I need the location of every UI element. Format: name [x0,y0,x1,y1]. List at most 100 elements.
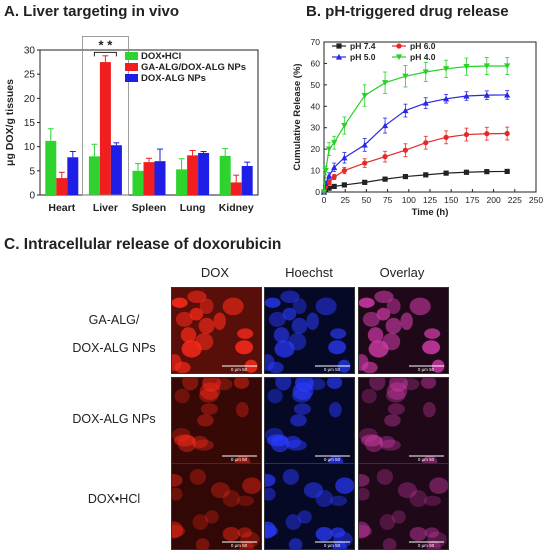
cell-nucleus [195,538,210,549]
cell-nucleus [242,477,261,494]
series-ph-50 [320,90,511,195]
bar-spleen-2 [154,161,166,195]
x-tick-label: Lung [180,202,206,214]
data-point [320,189,328,196]
cell-nucleus [386,298,401,314]
cell-nucleus [239,540,254,549]
data-point [443,170,449,176]
scale-bar-label: 0 μm 50 [324,457,341,462]
data-point [361,92,368,99]
cell-nucleus [282,468,300,485]
column-header-hoechst: Hoechst [285,265,333,280]
row-label-ga-alg-dox-alg-nps: GA-ALG/ DOX-ALG NPs [58,311,170,357]
cell-nucleus [236,495,255,506]
data-point [341,122,348,129]
data-point [322,167,329,174]
x-axis-label: Time (h) [412,207,449,218]
data-point [331,174,337,180]
y-axis-label: μg DOX/g tissues [4,79,16,166]
legend-label-3: pH 4.0 [410,52,436,62]
series-ph-40 [320,57,511,196]
cell-nucleus [362,311,380,327]
cell-nucleus [237,328,254,339]
x-tick-label: 0 [322,195,327,205]
cell-nucleus [367,327,384,343]
y-tick-label: 15 [24,118,36,129]
cell-nucleus [235,340,254,355]
panel-a-title: A. Liver targeting in vivo [4,3,180,20]
cell-nucleus [382,538,397,549]
cell-nucleus [290,414,307,427]
cell-nucleus [315,297,337,316]
cell-nucleus [409,526,427,542]
cell-nucleus [384,414,401,427]
cell-nucleus [175,311,193,327]
cell-background [359,464,448,549]
cell-nucleus [193,439,214,451]
bar-spleen-0 [132,170,144,195]
cell-nucleus [389,378,408,392]
scale-bar-label: 0 μm 50 [231,367,248,372]
cell-nucleus [400,312,413,331]
data-point [463,92,470,99]
cell-nucleus [268,311,286,327]
y-tick-label: 50 [311,80,321,90]
y-tick-label: 60 [311,58,321,68]
data-point [463,169,470,175]
data-point [395,54,403,61]
y-tick-label: 0 [29,191,35,202]
data-point [381,122,389,129]
data-point [422,99,429,106]
cell-nucleus [172,524,186,538]
cell-nucleus [315,489,334,508]
cell-nucleus [282,307,297,321]
data-point [362,179,368,185]
cell-nucleus [213,312,226,331]
cell-nucleus [335,477,354,494]
cell-nucleus [376,307,391,321]
legend-swatch-2 [125,74,138,82]
bar-kidney-2 [241,166,253,195]
data-point [422,69,429,76]
legend-label-1: GA-ALG/DOX-ALG NPs [141,62,246,73]
legend-label-2: pH 5.0 [350,52,376,62]
series-line [323,94,508,193]
x-tick-label: Heart [48,202,75,214]
cell-nucleus [359,474,370,487]
cell-nucleus [293,403,311,415]
cell-nucleus [297,510,312,524]
cell-nucleus [265,524,279,538]
bar-lung-2 [198,152,210,195]
scale-bar-label: 0 μm 50 [418,367,435,372]
cell-background [359,378,448,463]
bar-liver-2 [110,145,122,195]
significance-stars: * * [99,37,114,52]
cell-nucleus [360,434,383,447]
cell-nucleus [222,489,241,508]
column-header-overlay: Overlay [379,265,425,280]
bar-liver-0 [88,156,100,195]
x-tick-label: Liver [93,202,118,214]
cell-nucleus [326,378,343,389]
cell-nucleus [182,378,199,391]
cell-nucleus [265,487,276,501]
cell-nucleus [427,531,447,548]
cell-nucleus [189,307,204,321]
cell-nucleus [328,340,347,355]
cell-nucleus [361,388,377,404]
data-point [423,172,429,178]
y-tick-label: 20 [311,144,321,154]
x-tick-label: Kidney [219,202,254,214]
row-label-dox-alg-nps: DOX-ALG NPs [58,410,170,428]
cell-nucleus [423,495,442,506]
x-tick-label: 50 [362,195,372,205]
y-tick-label: 20 [24,94,36,105]
cell-nucleus [192,514,209,530]
cell-nucleus [172,354,182,371]
cell-nucleus [237,527,253,538]
cell-nucleus [303,482,323,499]
panel-c-title: C. Intracellular release of doxorubicin [4,236,282,253]
cell-nucleus [288,538,303,549]
data-point [423,140,429,146]
y-tick-label: 40 [311,101,321,111]
